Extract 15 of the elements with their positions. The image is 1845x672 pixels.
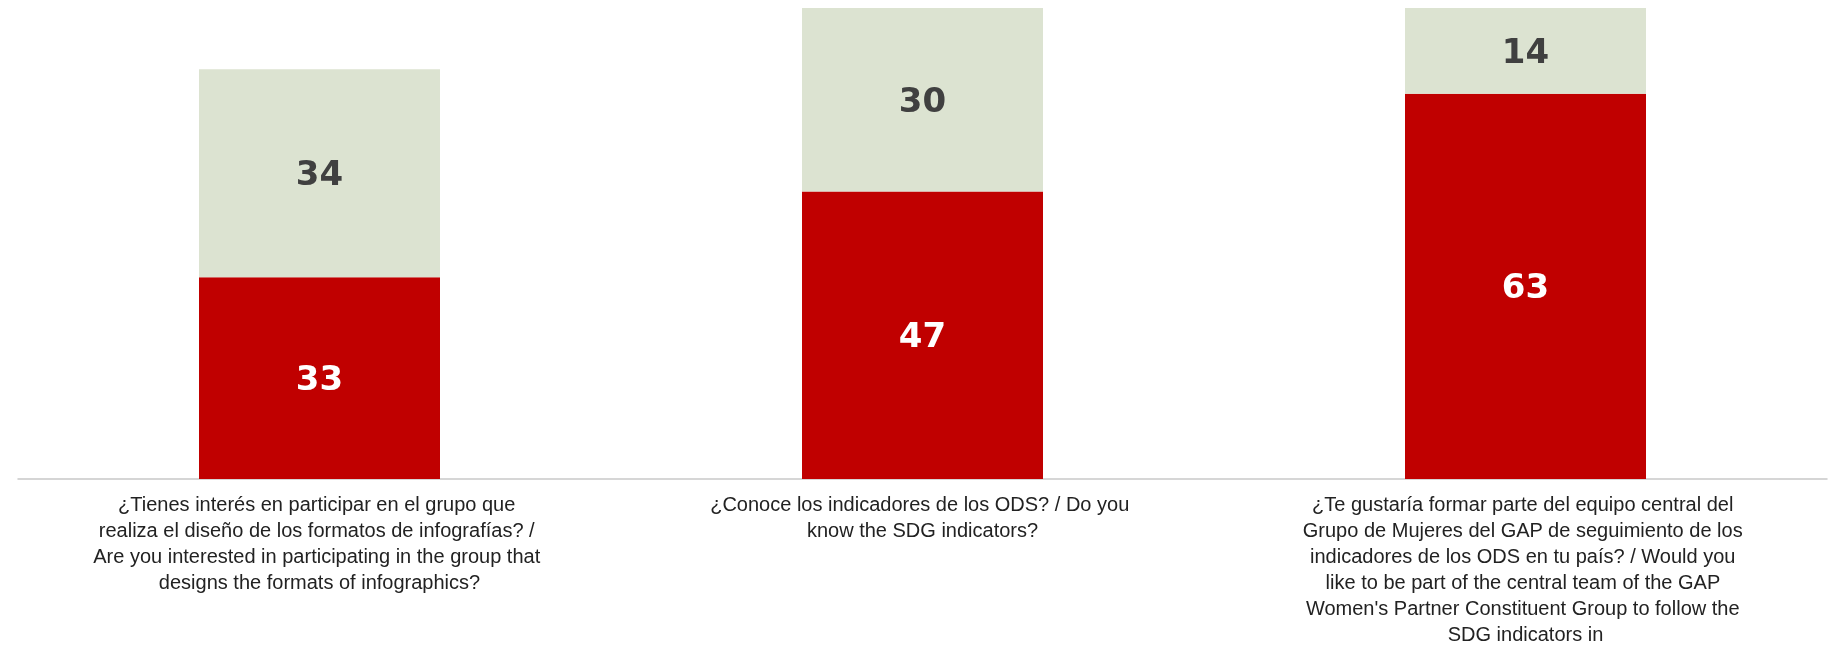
bar [199, 69, 440, 278]
bar [1405, 8, 1646, 94]
data-label: 47 [898, 315, 947, 356]
data-label: 63 [1501, 266, 1550, 307]
bar [1405, 93, 1646, 479]
bar [199, 277, 440, 479]
bar [802, 191, 1043, 479]
data-label: 30 [898, 79, 947, 120]
x-tick-label: ¿Te gustaría formar parte del equipo central del Grupo de Mujeres del GAP de seguimiento de los indicadores de los ODS en tu país? / Would you like to be part of the central team of the GAP Women's Partner Constituent Group to follow the SDG indicators in [1302, 493, 1749, 645]
data-label: 33 [295, 358, 344, 399]
x-tick-label: ¿Tienes interés en participar en el grupo que realiza el diseño de los formatos de infografías? / Are you interested in participating in the group that designs the formats of infographics? [93, 493, 546, 593]
x-tick-label: ¿Conoce los indicadores de los ODS? / Do you know the SDG indicators? [710, 493, 1135, 541]
bar [802, 8, 1043, 192]
data-label: 34 [295, 153, 344, 194]
data-label: 14 [1501, 30, 1550, 71]
